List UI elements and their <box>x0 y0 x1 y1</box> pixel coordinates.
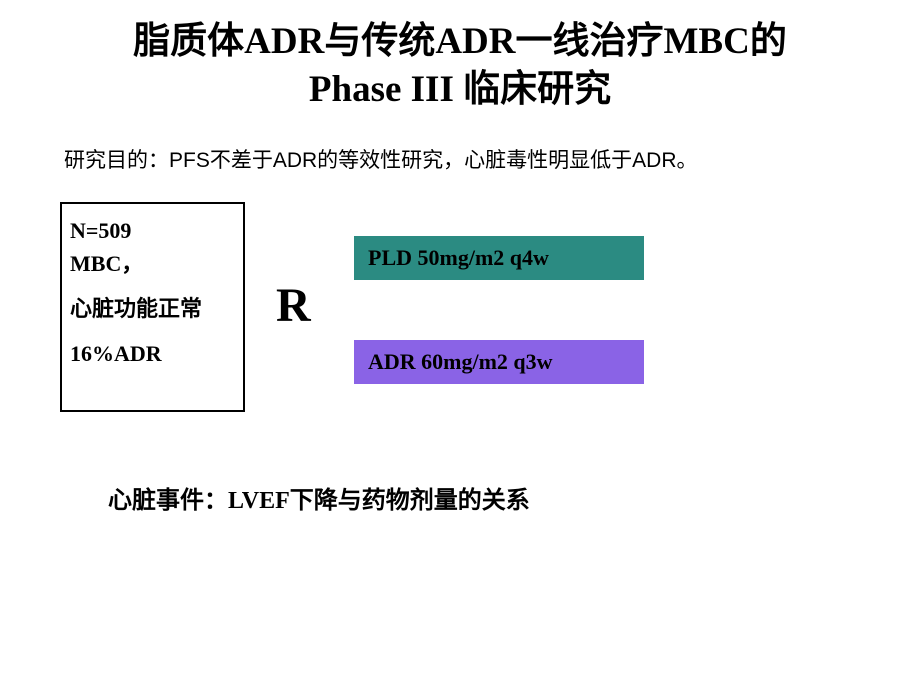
title-line1: 脂质体ADR与传统ADR一线治疗MBC的 <box>0 18 920 66</box>
cardiac-event-note: 心脏事件：LVEF下降与药物剂量的关系 <box>108 480 530 515</box>
randomize-label: R <box>276 278 311 333</box>
patient-cardiac: 心脏功能正常 <box>70 292 235 325</box>
arm-adr-text: ADR 60mg/m2 q3w <box>368 349 553 375</box>
patient-mbc: MBC， <box>70 247 235 280</box>
study-objective: 研究目的：PFS不差于ADR的等效性研究，心脏毒性明显低于ADR。 <box>64 144 920 174</box>
arm-pld-box: PLD 50mg/m2 q4w <box>354 236 644 280</box>
patient-adr-pct: 16%ADR <box>70 337 235 370</box>
slide-title: 脂质体ADR与传统ADR一线治疗MBC的 Phase III 临床研究 <box>0 0 920 114</box>
patient-criteria-box: N=509 MBC， 心脏功能正常 16%ADR <box>60 202 245 412</box>
arm-adr-box: ADR 60mg/m2 q3w <box>354 340 644 384</box>
patient-n: N=509 <box>70 214 235 247</box>
title-line2: Phase III 临床研究 <box>0 66 920 114</box>
arm-pld-text: PLD 50mg/m2 q4w <box>368 245 549 271</box>
